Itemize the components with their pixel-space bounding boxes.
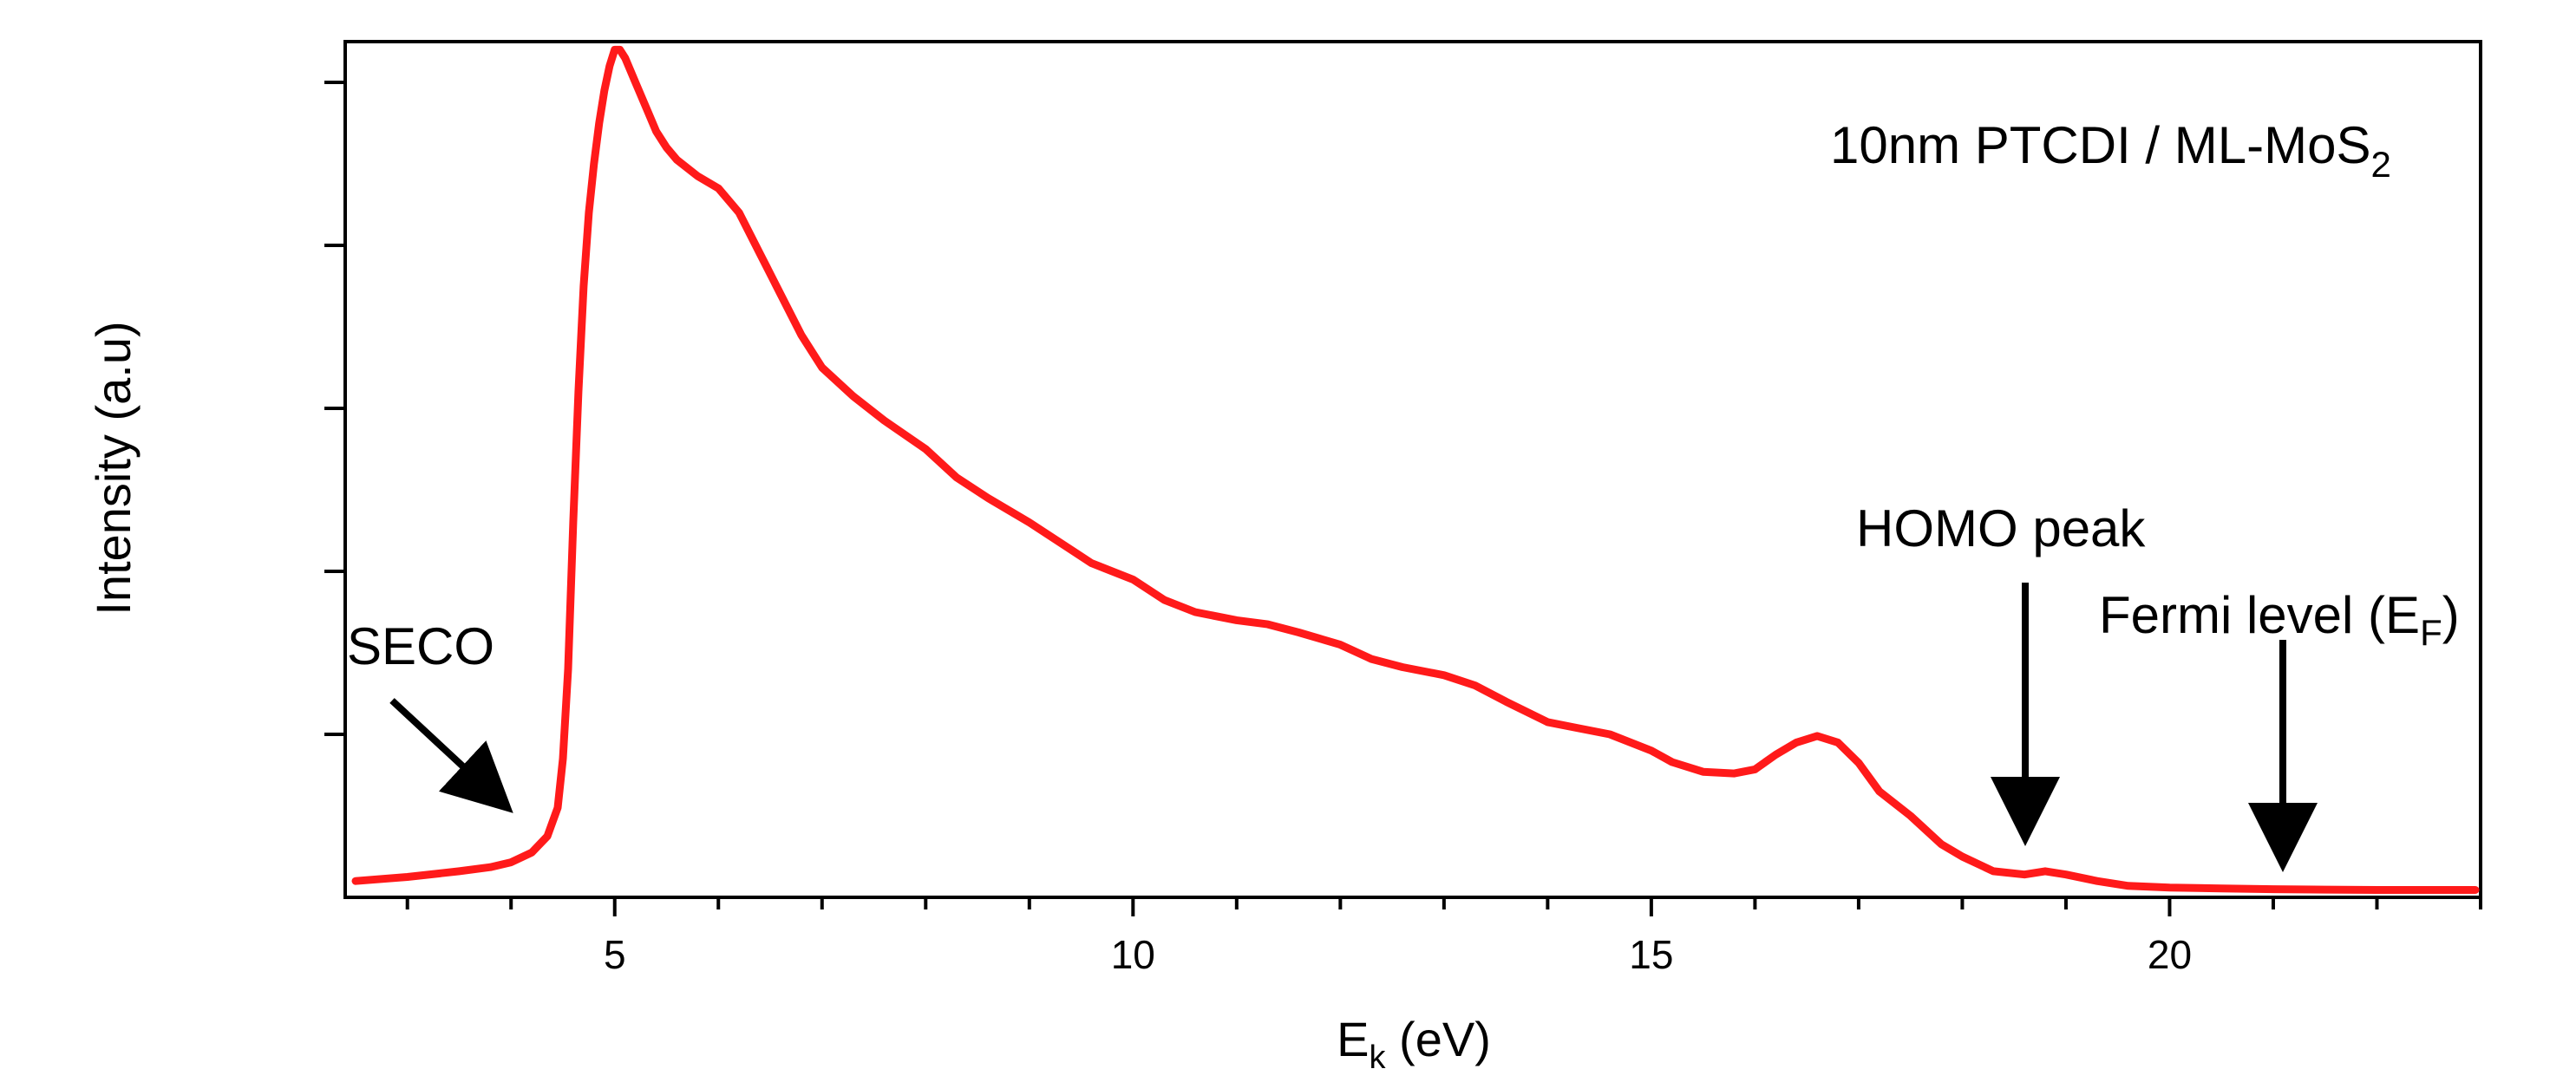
spectrum-line [351,45,2480,894]
sample-label-main: 10nm PTCDI / ML-MoS [1830,116,2370,174]
y-axis-ticks [324,81,345,736]
x-axis-title: Ek (eV) [1337,1012,1491,1076]
plot-frame [343,40,2482,899]
x-axis-title-main: E [1337,1012,1369,1066]
homo-label: HOMO peak [1856,499,2146,557]
fermi-label-main: Fermi level (E [2099,586,2420,644]
fermi-label-end: ) [2442,586,2460,644]
seco-arrow [389,698,513,813]
sample-label: 10nm PTCDI / ML-MoS2 [1830,116,2391,185]
x-axis-title-rest: (eV) [1386,1012,1491,1066]
x-tick-label: 20 [2148,932,2192,977]
fermi-label: Fermi level (EF) [2099,586,2460,653]
x-axis-title-sub: k [1370,1040,1387,1076]
fermi-label-sub: F [2420,612,2442,653]
x-axis-ticks [405,897,2482,916]
x-axis-tick-labels: 5 10 15 20 [604,932,2192,977]
x-tick-label: 5 [604,932,626,977]
sample-label-sub: 2 [2370,144,2390,185]
y-axis-title: Intensity (a.u) [86,321,141,615]
x-tick-label: 10 [1111,932,1155,977]
x-tick-label: 15 [1629,932,1673,977]
seco-label: SECO [347,617,494,675]
